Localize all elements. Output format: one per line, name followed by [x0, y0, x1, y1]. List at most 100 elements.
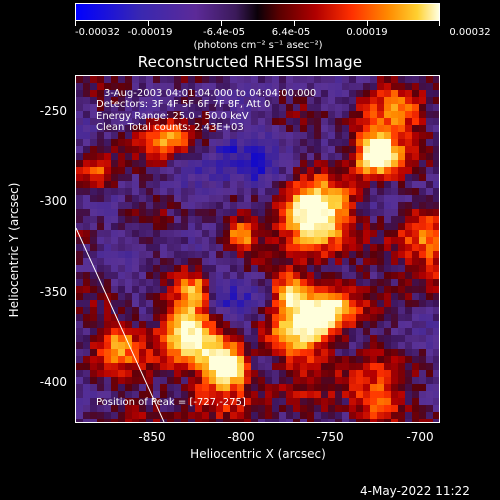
image-pixel: [90, 174, 97, 181]
image-pixel: [391, 97, 398, 104]
image-pixel: [398, 258, 405, 265]
image-pixel: [160, 328, 167, 335]
image-pixel: [328, 153, 335, 160]
image-pixel: [188, 195, 195, 202]
image-pixel: [223, 97, 230, 104]
image-pixel: [328, 349, 335, 356]
image-pixel: [125, 377, 132, 384]
image-pixel: [370, 118, 377, 125]
image-pixel: [342, 174, 349, 181]
colorbar-tick-label: -0.00019: [127, 27, 173, 38]
image-pixel: [237, 328, 244, 335]
image-pixel: [125, 265, 132, 272]
image-pixel: [272, 139, 279, 146]
image-pixel: [370, 363, 377, 370]
image-pixel: [83, 293, 90, 300]
image-pixel: [160, 258, 167, 265]
image-pixel: [230, 405, 237, 412]
image-pixel: [216, 160, 223, 167]
image-pixel: [181, 328, 188, 335]
image-pixel: [307, 370, 314, 377]
image-pixel: [76, 216, 83, 223]
image-pixel: [111, 328, 118, 335]
image-pixel: [188, 258, 195, 265]
image-pixel: [307, 363, 314, 370]
image-pixel: [118, 237, 125, 244]
image-pixel: [251, 321, 258, 328]
image-pixel: [356, 125, 363, 132]
image-pixel: [370, 139, 377, 146]
image-pixel: [237, 398, 244, 405]
image-pixel: [293, 118, 300, 125]
image-pixel: [202, 307, 209, 314]
image-pixel: [146, 349, 153, 356]
image-pixel: [279, 97, 286, 104]
image-pixel: [125, 230, 132, 237]
image-pixel: [174, 328, 181, 335]
image-pixel: [76, 160, 83, 167]
image-pixel: [363, 349, 370, 356]
image-pixel: [230, 293, 237, 300]
image-pixel: [230, 251, 237, 258]
image-pixel: [181, 377, 188, 384]
image-pixel: [125, 237, 132, 244]
image-pixel: [342, 90, 349, 97]
image-pixel: [377, 132, 384, 139]
image-pixel: [90, 307, 97, 314]
image-pixel: [419, 370, 426, 377]
image-pixel: [426, 216, 433, 223]
image-pixel: [97, 293, 104, 300]
image-pixel: [335, 160, 342, 167]
image-pixel: [230, 181, 237, 188]
image-pixel: [384, 230, 391, 237]
image-pixel: [272, 237, 279, 244]
image-pixel: [83, 286, 90, 293]
image-pixel: [76, 83, 83, 90]
image-pixel: [97, 90, 104, 97]
image-pixel: [251, 272, 258, 279]
image-pixel: [405, 342, 412, 349]
image-pixel: [230, 391, 237, 398]
image-pixel: [265, 279, 272, 286]
image-pixel: [412, 139, 419, 146]
image-pixel: [286, 342, 293, 349]
image-pixel: [412, 251, 419, 258]
image-pixel: [90, 342, 97, 349]
image-pixel: [279, 251, 286, 258]
image-pixel: [328, 272, 335, 279]
image-pixel: [230, 272, 237, 279]
image-pixel: [398, 216, 405, 223]
y-tick-label: -250: [39, 104, 67, 118]
image-pixel: [139, 314, 146, 321]
image-pixel: [181, 293, 188, 300]
image-pixel: [153, 174, 160, 181]
image-pixel: [265, 412, 272, 419]
image-pixel: [300, 90, 307, 97]
image-pixel: [286, 97, 293, 104]
image-pixel: [244, 384, 251, 391]
image-pixel: [174, 111, 181, 118]
image-pixel: [202, 356, 209, 363]
image-pixel: [391, 356, 398, 363]
image-pixel: [223, 223, 230, 230]
image-pixel: [426, 251, 433, 258]
image-pixel: [118, 90, 125, 97]
image-pixel: [104, 188, 111, 195]
image-pixel: [328, 97, 335, 104]
image-pixel: [83, 328, 90, 335]
y-tick-label: -350: [39, 285, 67, 299]
image-pixel: [125, 146, 132, 153]
image-pixel: [83, 167, 90, 174]
image-pixel: [202, 174, 209, 181]
image-pixel: [111, 349, 118, 356]
image-pixel: [125, 363, 132, 370]
image-pixel: [328, 391, 335, 398]
image-pixel: [426, 398, 433, 405]
image-pixel: [167, 314, 174, 321]
image-pixel: [335, 328, 342, 335]
image-pixel: [279, 132, 286, 139]
image-pixel: [265, 293, 272, 300]
image-pixel: [286, 118, 293, 125]
image-pixel: [132, 314, 139, 321]
image-pixel: [391, 160, 398, 167]
